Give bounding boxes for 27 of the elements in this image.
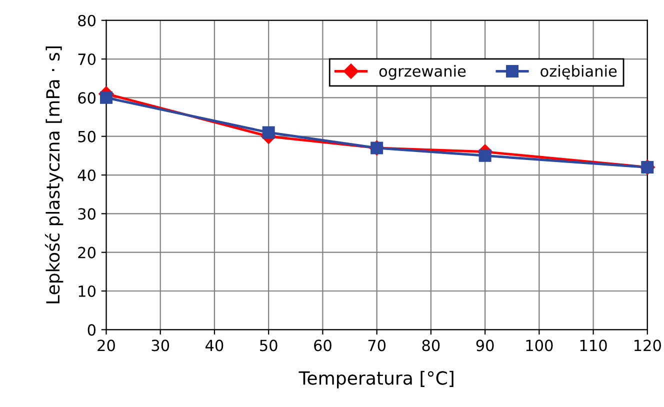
y-tick-label: 50 <box>78 130 96 142</box>
x-tick-label: 40 <box>206 340 224 352</box>
y-axis-title: Lepkość plastyczna [mPa · s] <box>44 46 64 304</box>
legend-label: ogrzewanie <box>379 65 466 80</box>
y-tick-label: 70 <box>78 53 96 66</box>
x-tick-label: 110 <box>580 340 607 352</box>
y-tick-label: 10 <box>78 285 96 298</box>
y-tick-label: 20 <box>78 246 96 258</box>
y-tick-label: 30 <box>78 208 96 220</box>
y-tick-label: 40 <box>78 169 96 182</box>
x-tick-label: 80 <box>422 340 440 352</box>
point <box>100 91 112 104</box>
x-tick-label: 100 <box>526 340 553 352</box>
x-tick-label: 60 <box>314 340 332 352</box>
x-axis-title: Temperatura [°C] <box>298 370 454 388</box>
y-tick-label: 0 <box>88 324 96 336</box>
point <box>262 126 275 139</box>
y-tick-label: 60 <box>78 92 96 104</box>
x-tick-label: 50 <box>260 340 278 352</box>
x-tick-label: 120 <box>634 340 661 352</box>
x-tick-label: 30 <box>152 340 170 352</box>
point <box>478 149 492 162</box>
x-tick-label: 70 <box>368 340 386 352</box>
x-tick-label: 20 <box>98 340 115 352</box>
x-tick-label: 90 <box>476 340 494 352</box>
y-tick-label: 80 <box>78 14 96 26</box>
legend-label: oziębianie <box>540 65 617 80</box>
